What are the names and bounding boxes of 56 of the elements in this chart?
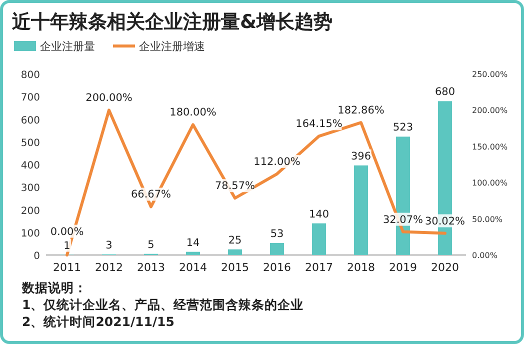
x-tick-label: 2020 (431, 261, 459, 274)
data-label: 53 (270, 228, 284, 240)
bar (354, 165, 368, 255)
data-label: 78.57% (214, 180, 256, 192)
x-tick-label: 2012 (95, 261, 123, 274)
x-tick-label: 2014 (179, 261, 207, 274)
y-tick-label: 100 (20, 228, 40, 240)
y2-tick-label: 200.00% (472, 106, 508, 116)
data-label: 182.86% (338, 104, 384, 117)
x-tick-label: 2018 (347, 261, 375, 274)
data-label: 523 (392, 122, 414, 134)
legend-label: 企业注册增速 (139, 40, 205, 53)
bar (270, 243, 284, 255)
y-tick-label: 300 (20, 183, 40, 194)
data-label: 25 (228, 234, 242, 246)
data-label: 0.00% (50, 226, 84, 238)
text: 数据说明： (21, 280, 87, 295)
data-label: 200.00% (86, 92, 132, 104)
x-tick-label: 2016 (263, 261, 291, 274)
bar (186, 252, 200, 255)
x-tick-label: 2017 (305, 261, 333, 274)
y2-tick-label: 150.00% (472, 142, 508, 152)
y-tick-label: 200 (20, 206, 40, 217)
data-label: 5 (148, 238, 154, 251)
data-label: 66.67% (130, 188, 172, 201)
data-label: 30.02% (424, 215, 466, 228)
y-tick-label: 600 (20, 115, 40, 126)
data-label: 1 (64, 240, 70, 252)
data-label: 32.07% (382, 214, 424, 226)
data-label: 396 (350, 150, 372, 162)
y2-tick-label: 0.00% (472, 251, 498, 260)
data-label: 180.00% (170, 106, 216, 119)
y2-tick-label: 100.00% (472, 178, 508, 188)
y2-tick-label: 250.00% (472, 70, 508, 79)
legend-label: 企业注册量 (40, 40, 95, 53)
bar (312, 223, 326, 255)
text: 2、统计时间2021/11/15 (22, 314, 174, 329)
x-tick-label: 2019 (389, 261, 417, 274)
text: 1、仅统计企业名、产品、经营范围含辣条的企业 (22, 297, 304, 312)
y-tick-label: 800 (20, 70, 40, 81)
x-tick-label: 2011 (53, 261, 81, 274)
data-label: 164.15% (296, 118, 342, 130)
bar (228, 249, 242, 255)
data-label: 112.00% (254, 156, 300, 168)
y-tick-label: 700 (20, 92, 40, 104)
x-tick-label: 2013 (137, 261, 165, 274)
y-tick-label: 0 (34, 251, 40, 262)
x-tick-label: 2015 (221, 261, 249, 274)
data-label: 680 (434, 86, 456, 98)
chart-title: 近十年辣条相关企业注册量&增长趋势 (11, 11, 333, 33)
data-label: 3 (106, 239, 112, 252)
data-label: 14 (186, 236, 200, 249)
y-tick-label: 400 (20, 160, 40, 172)
y-tick-label: 500 (20, 138, 40, 149)
y2-tick-label: 50.00% (472, 214, 503, 224)
data-label: 140 (308, 208, 330, 220)
